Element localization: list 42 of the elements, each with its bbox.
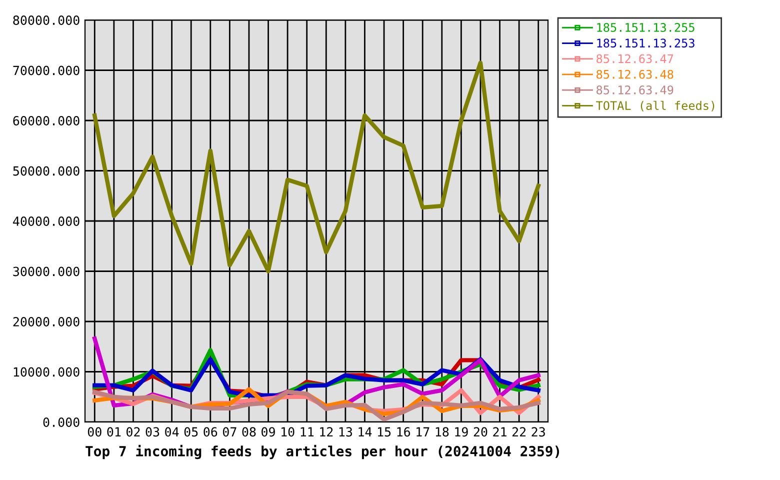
x-tick-label: 18 — [436, 427, 449, 437]
y-tick-label: 70000.000 — [13, 66, 80, 76]
x-tick-label: 13 — [339, 427, 352, 437]
x-tick-label: 12 — [320, 427, 333, 436]
x-tick-label: 11 — [300, 427, 314, 436]
legend-label: 85.12.63.49 — [596, 85, 674, 94]
text: Top 7 incoming feeds by articles per hour (20241004 2359) — [86, 444, 560, 460]
x-tick-label: 08 — [242, 427, 256, 437]
y-tick-label: 80000.000 — [13, 16, 80, 25]
x-tick-label: 03 — [146, 427, 160, 437]
x-tick-label: 16 — [397, 427, 410, 437]
x-tick-label: 14 — [358, 427, 372, 436]
y-tick-label: 60000.000 — [13, 116, 80, 126]
x-tick-label: 05 — [184, 427, 198, 437]
x-tick-label: 22 — [512, 427, 526, 436]
x-tick-label: 23 — [532, 427, 545, 437]
legend-label: 185.151.13.255 — [597, 22, 694, 32]
x-tick-label: 02 — [126, 427, 140, 437]
y-tick-label: 0.000 — [43, 418, 80, 427]
x-tick-label: 10 — [282, 427, 294, 437]
x-tick-label: 00 — [88, 427, 102, 437]
x-tick-label: 19 — [455, 427, 468, 437]
x-tick-label: 21 — [493, 427, 506, 436]
y-tick-label: 20000.000 — [13, 317, 80, 326]
line-series — [92, 390, 540, 422]
x-tick-label: 04 — [165, 427, 179, 437]
y-tick-label: 40000.000 — [13, 216, 80, 226]
line-series — [92, 60, 540, 274]
x-tick-label: 06 — [204, 427, 218, 437]
x-tick-label: 20 — [474, 427, 488, 437]
y-tick-label: 50000.000 — [13, 166, 80, 176]
y-tick-label: 30000.000 — [13, 266, 80, 276]
legend-label: 85.12.63.47 — [596, 54, 674, 64]
x-tick-label: 15 — [378, 427, 391, 437]
legend-label: 185.151.13.253 — [597, 38, 694, 48]
x-tick-label: 01 — [107, 427, 121, 437]
x-tick-label: 17 — [416, 427, 430, 436]
legend-label: TOTAL (all feeds) — [596, 100, 714, 112]
legend-label: 85.12.63.48 — [596, 70, 674, 79]
y-tick-label: 10000.000 — [14, 367, 80, 377]
x-tick-label: 07 — [222, 427, 236, 437]
x-tick-label: 09 — [262, 427, 275, 437]
